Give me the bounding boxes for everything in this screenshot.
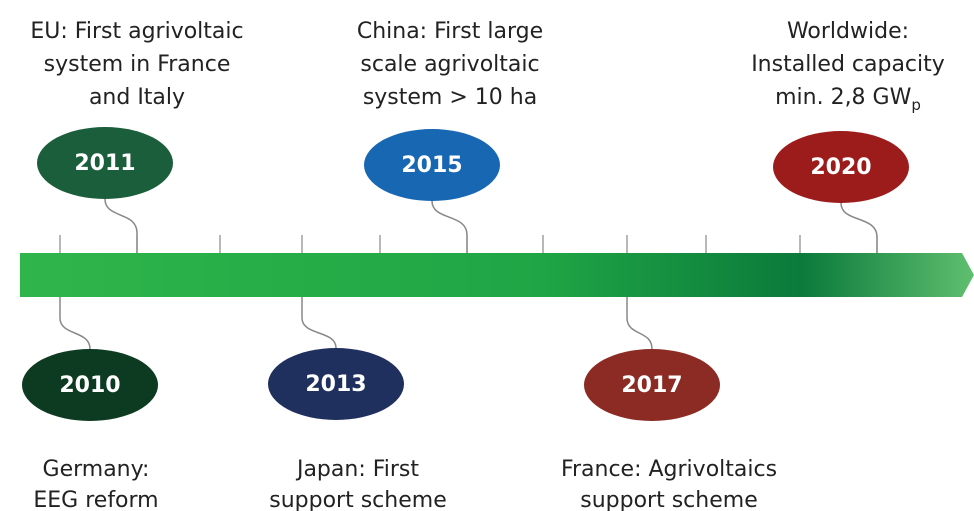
event-label: EU: First agrivoltaic [30,19,243,44]
event-label: and Italy [89,85,185,110]
connector [840,202,878,253]
year-label: 2011 [74,151,135,176]
event-label: system in France [44,52,231,77]
label-line: system > 10 ha [363,85,537,110]
year-badge [22,349,158,421]
year-badge [364,129,500,201]
label-subscript: p [911,96,921,114]
label-line: Installed capacity [751,52,945,77]
label-line: support scheme [580,488,757,511]
timeline-arrow [20,253,974,297]
event-label: system > 10 ha [363,85,537,110]
label-line: scale agrivoltaic [360,52,539,77]
label-line: support scheme [269,488,446,511]
connector [626,297,653,350]
connector [301,297,337,349]
event-label: Germany: [43,457,150,482]
year-badge [773,131,909,203]
year-label: 2013 [305,372,366,397]
label-line: Japan: First [295,457,419,482]
label-line: system in France [44,52,231,77]
year-badge [268,348,404,420]
event-label: France: Agrivoltaics [561,457,777,482]
event-label: support scheme [269,488,446,511]
ticks [59,235,878,253]
year-label: 2020 [810,155,871,180]
label-line: France: Agrivoltaics [561,457,777,482]
event-label: Worldwide: [787,19,909,44]
event-label: support scheme [580,488,757,511]
event-label: China: First large [357,19,543,44]
label-line: Worldwide: [787,19,909,44]
label-line: EU: First agrivoltaic [30,19,243,44]
connector [59,297,91,350]
connector [431,200,468,253]
event-label: Installed capacity [751,52,945,77]
connector [104,198,138,253]
label-line: and Italy [89,85,185,110]
event-label: scale agrivoltaic [360,52,539,77]
label-line: Germany: [43,457,150,482]
event-label: min. 2,8 GWp [775,85,921,114]
year-label: 2017 [621,373,682,398]
label-line: EEG reform [33,488,158,511]
event-label: Japan: First [295,457,419,482]
event-label: EEG reform [33,488,158,511]
year-label: 2010 [59,373,120,398]
year-badge [584,349,720,421]
label-line: China: First large [357,19,543,44]
label-line: min. 2,8 GW [775,85,912,110]
year-label: 2015 [401,153,462,178]
year-badge [37,127,173,199]
